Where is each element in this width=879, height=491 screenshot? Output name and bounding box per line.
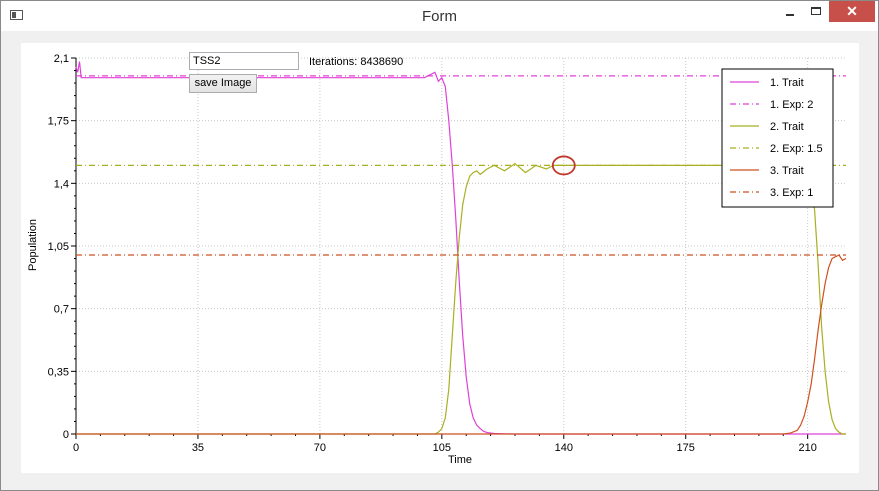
x-tick-label: 35 — [192, 442, 204, 454]
minimize-button[interactable] — [777, 1, 803, 22]
y-tick-label: 0,35 — [48, 366, 69, 378]
series-line-5 — [76, 254, 847, 435]
title-bar[interactable]: Form ✕ — [1, 1, 878, 31]
plot-panel — [21, 43, 859, 473]
y-tick-label: 1,4 — [54, 178, 69, 190]
chart-legend: 1. Trait 1. Exp: 2 2. Trait 2. Exp: 1.5 3. T… — [721, 68, 834, 208]
x-tick-label: 140 — [555, 442, 573, 454]
minimize-icon — [786, 14, 794, 16]
y-axis-label: Population — [27, 219, 39, 271]
y-tick-label: 1,75 — [48, 116, 69, 128]
x-tick-label: 175 — [677, 442, 695, 454]
y-tick-label: 1,05 — [48, 241, 69, 253]
save-image-button[interactable]: save Image — [189, 74, 257, 93]
tss-input[interactable]: TSS2 — [189, 52, 299, 70]
x-tick-label: 105 — [433, 442, 451, 454]
legend-box — [721, 68, 834, 208]
y-tick-label: 2,1 — [54, 53, 69, 65]
close-icon: ✕ — [846, 3, 858, 19]
maximize-icon — [811, 7, 821, 15]
series-line-3 — [76, 162, 846, 435]
maximize-button[interactable] — [803, 1, 829, 22]
legend-label: 2. Exp: 1.5 — [770, 143, 823, 155]
y-tick-label: 0,7 — [54, 304, 69, 316]
legend-label: 3. Exp: 1 — [770, 187, 813, 199]
x-tick-label: 210 — [798, 442, 816, 454]
series-line-1 — [75, 61, 846, 435]
y-tick-label: 0 — [63, 429, 69, 441]
app-icon — [10, 10, 23, 20]
x-axis-label: Time — [448, 454, 472, 466]
window-title: Form — [422, 8, 457, 25]
chart-series — [75, 61, 847, 435]
legend-label: 2. Trait — [770, 121, 804, 133]
close-button[interactable]: ✕ — [829, 1, 875, 22]
x-tick-label: 0 — [73, 442, 79, 454]
legend-label: 1. Trait — [770, 77, 804, 89]
legend-label: 1. Exp: 2 — [770, 99, 813, 111]
highlight-circle-marker — [551, 155, 576, 176]
legend-label: 3. Trait — [770, 165, 804, 177]
x-tick-label: 70 — [314, 442, 326, 454]
iterations-label: Iterations: 8438690 — [309, 56, 404, 68]
